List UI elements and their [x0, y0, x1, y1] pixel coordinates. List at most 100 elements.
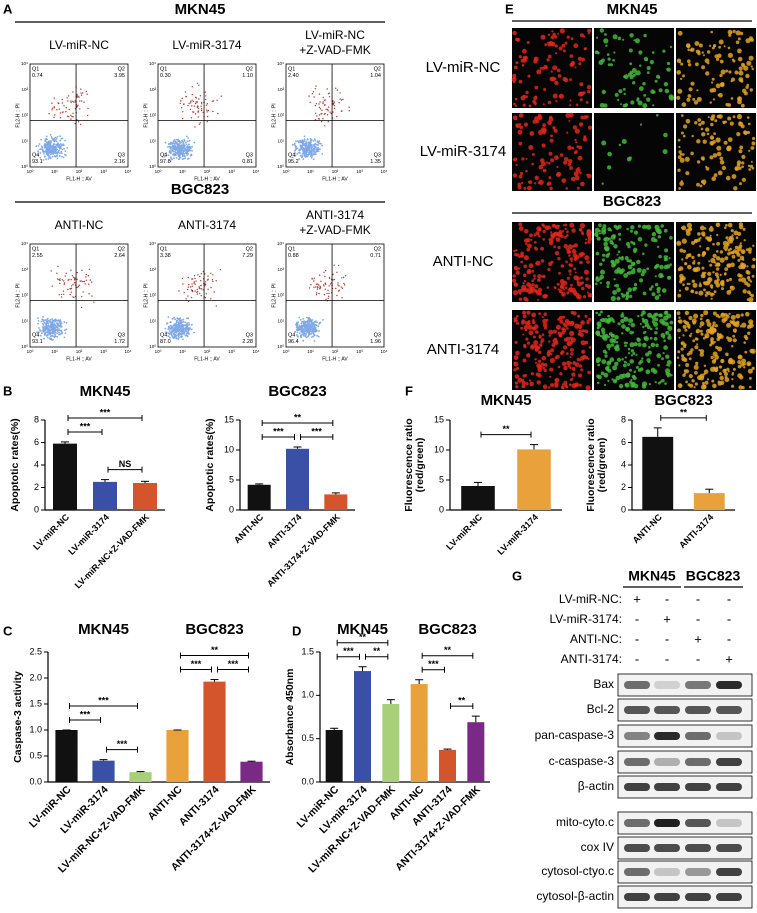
cell — [699, 245, 701, 247]
cell-dot — [51, 137, 53, 139]
cell — [543, 88, 546, 91]
cell-dot — [187, 105, 188, 106]
cell-dot — [194, 275, 195, 276]
cell-dot — [167, 322, 169, 324]
cell-dot — [337, 89, 338, 90]
cell-dot — [69, 109, 70, 110]
cell-dot — [200, 280, 201, 281]
cell-dot — [44, 147, 46, 149]
cell-dot — [48, 113, 49, 114]
cell-dot — [314, 321, 316, 323]
cell-dot — [308, 333, 310, 335]
cell — [656, 75, 660, 79]
cell-dot — [328, 106, 329, 107]
cell — [714, 341, 716, 343]
sig-label: ** — [359, 632, 367, 642]
treatment-label: LV-miR-NC: — [559, 592, 622, 606]
cell — [690, 82, 694, 86]
cell-dot — [91, 282, 92, 283]
cell-dot — [308, 318, 310, 320]
cell — [685, 311, 689, 315]
cell-dot — [207, 121, 208, 122]
cell — [714, 290, 717, 293]
cell-dot — [308, 95, 309, 96]
cell-dot — [327, 109, 328, 110]
cell — [574, 293, 577, 296]
cell — [572, 367, 576, 371]
cell-dot — [58, 279, 59, 280]
cell — [529, 284, 532, 287]
cell — [655, 265, 658, 268]
cell — [564, 157, 569, 162]
cell — [690, 48, 694, 52]
cell-dot — [40, 148, 42, 150]
cell — [557, 33, 559, 35]
cell — [568, 244, 573, 249]
cell — [634, 283, 637, 286]
cell — [519, 226, 524, 231]
cell — [655, 344, 659, 348]
cell-dot — [63, 321, 65, 323]
cell-dot — [305, 145, 307, 147]
cell — [699, 282, 701, 284]
y-tick-label: 10¹ — [277, 138, 284, 143]
cell-dot — [302, 318, 304, 320]
cell — [540, 345, 542, 347]
cell — [744, 281, 748, 285]
cell-dot — [58, 332, 60, 334]
y-tick-label: 0.5 — [301, 733, 314, 743]
cell — [701, 385, 706, 390]
cell — [579, 261, 583, 265]
cell — [629, 49, 633, 53]
cell-dot — [335, 288, 336, 289]
y-tick-label: 10⁴ — [149, 241, 156, 246]
quadrant-value: 2.28 — [242, 339, 253, 345]
cell-dot — [70, 118, 71, 119]
cell-dot — [296, 153, 298, 155]
cell — [751, 146, 755, 150]
cell-dot — [188, 144, 190, 146]
sig-label: ** — [502, 424, 510, 434]
cell — [538, 373, 542, 377]
cell — [532, 153, 535, 156]
cell-dot — [168, 154, 170, 156]
cell-dot — [304, 138, 306, 140]
cell — [533, 274, 536, 277]
cell — [638, 237, 643, 242]
x-tick-label: 10² — [76, 349, 83, 354]
cell-dot — [311, 148, 313, 150]
cell-dot — [46, 327, 48, 329]
cell-dot — [192, 86, 193, 87]
cell — [515, 381, 518, 384]
cell-dot — [312, 153, 314, 155]
cell — [739, 375, 743, 379]
cell — [526, 158, 528, 160]
cell — [713, 367, 716, 370]
cell — [580, 116, 584, 120]
cell — [702, 252, 706, 256]
cell-dot — [72, 91, 73, 92]
cell — [554, 287, 556, 289]
cell-dot — [65, 332, 67, 334]
cell-dot — [317, 144, 319, 146]
cell-dot — [190, 148, 192, 150]
cell — [678, 268, 681, 271]
treatment-mark: - — [696, 651, 700, 666]
cell-dot — [305, 151, 307, 153]
cell-dot — [61, 331, 63, 333]
cell-dot — [312, 319, 314, 321]
x-tick-label: 10⁴ — [125, 349, 132, 354]
blot-band — [716, 819, 742, 827]
cell-dot — [63, 294, 64, 295]
cell-dot — [197, 293, 198, 294]
cell-dot — [63, 105, 64, 106]
cell — [748, 319, 753, 324]
cell — [710, 284, 713, 287]
cell — [665, 355, 669, 359]
cell-dot — [66, 107, 67, 108]
cell — [655, 381, 657, 383]
cell — [683, 124, 687, 128]
cell — [706, 247, 710, 251]
cell-dot — [345, 275, 346, 276]
cell — [633, 248, 637, 252]
